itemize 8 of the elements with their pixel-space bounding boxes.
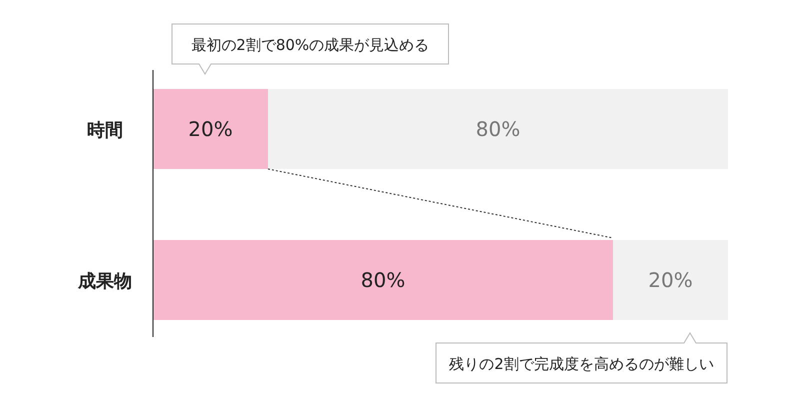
data-label: 20% <box>648 268 693 292</box>
text: 残りの2割で完成度を高めるのが難しい <box>449 355 714 373</box>
text: 最初の2割で80%の成果が見込める <box>191 36 430 54</box>
data-label: 20% <box>188 117 233 141</box>
data-label: 80% <box>360 268 406 292</box>
y-tick-label: 時間 <box>87 120 123 141</box>
data-label: 80% <box>476 117 520 141</box>
y-tick-label: 成果物 <box>77 271 132 292</box>
